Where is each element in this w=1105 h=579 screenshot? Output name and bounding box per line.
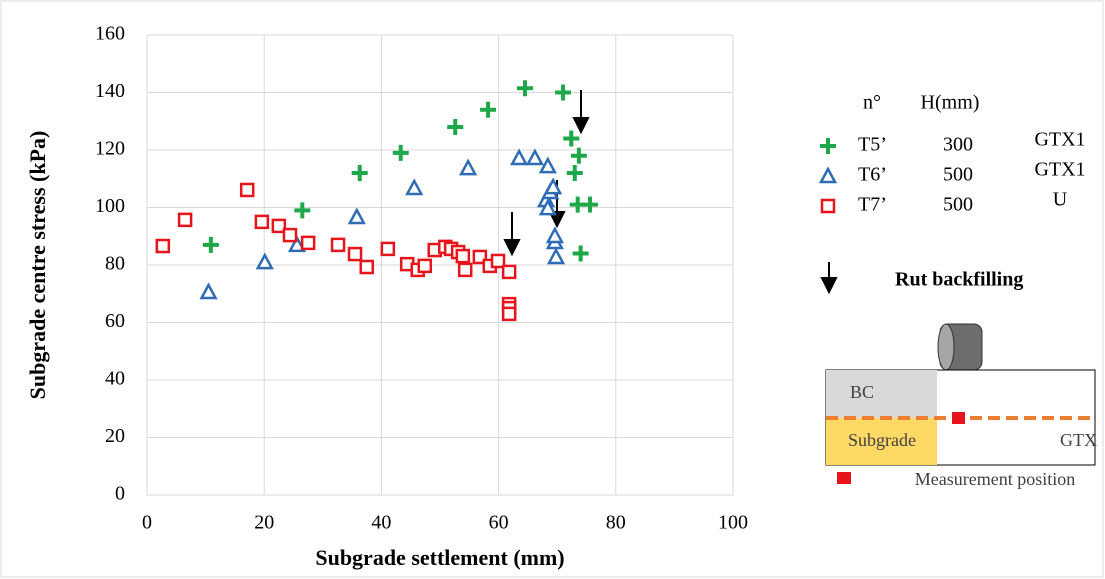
point [347,246,363,262]
point [254,214,270,230]
y-axis-title: Subgrade centre stress (kPa) [25,131,50,400]
marker-plus [820,138,836,154]
point [538,156,557,174]
diagram-label: BC [850,382,874,402]
legend-label: T7’ [858,194,887,216]
point [501,264,517,280]
point [359,259,374,275]
point [566,165,583,181]
legend-h: 500 [943,164,973,186]
y-tick-label: 80 [105,253,125,275]
point [525,148,545,166]
legend-label: T6’ [858,164,887,186]
point [490,253,506,269]
diagram-label: Subgrade [848,430,916,450]
point [546,247,566,265]
point [199,282,218,300]
point [330,237,346,253]
x-tick-label: 20 [254,512,274,534]
point [457,262,473,278]
legend-h: 500 [943,194,973,216]
point [455,248,471,264]
point [545,226,564,244]
point [544,177,563,195]
x-tick-label: 100 [718,512,748,534]
point [202,236,219,253]
legend-reinforcement: GTX1 [1034,129,1085,151]
grid [146,34,734,496]
diagram-label: Measurement position [915,469,1075,489]
point [480,101,497,118]
point [516,80,533,97]
x-tick-label: 80 [606,512,626,534]
y-tick-label: 0 [115,483,125,505]
y-tick-label: 100 [95,195,125,217]
point [459,158,478,176]
point [239,182,255,198]
legend-reinforcement: U [1053,189,1068,211]
point [300,235,316,251]
y-tick-label: 160 [95,23,125,45]
legend-header: n° [863,92,881,114]
legend-h: 300 [943,134,973,156]
point [347,207,366,225]
annotation: Rut backfilling [895,269,1023,291]
x-tick-label: 60 [489,512,509,534]
point [177,212,193,228]
diagram [825,323,1096,484]
marker-square [820,198,836,214]
point [155,238,171,254]
diagram-label: GTX [1060,430,1097,450]
point [392,144,409,161]
y-tick-label: 120 [95,138,125,160]
point [287,235,307,253]
x-tick-label: 40 [371,512,391,534]
point [405,178,424,196]
point [271,218,287,234]
legend-label: T5’ [858,134,887,156]
point [582,196,599,213]
point [294,202,311,219]
point [572,245,589,262]
y-tick-label: 40 [105,368,125,390]
point [417,258,433,274]
point [447,119,464,135]
y-tick-label: 20 [105,425,125,447]
x-axis-title: Subgrade settlement (mm) [315,545,564,570]
y-tick-label: 140 [95,80,125,102]
marker-triangle [818,166,838,184]
legend-header: H(mm) [921,92,980,114]
point [538,198,557,216]
point [380,241,396,257]
point [501,306,517,322]
point [510,148,529,166]
legend-reinforcement: GTX1 [1034,159,1085,181]
point [563,130,580,147]
point [255,252,274,270]
point [570,147,587,164]
x-tick-label: 0 [142,512,152,534]
y-tick-label: 60 [105,310,125,332]
point [555,84,572,101]
point [282,227,298,243]
point [351,165,368,181]
